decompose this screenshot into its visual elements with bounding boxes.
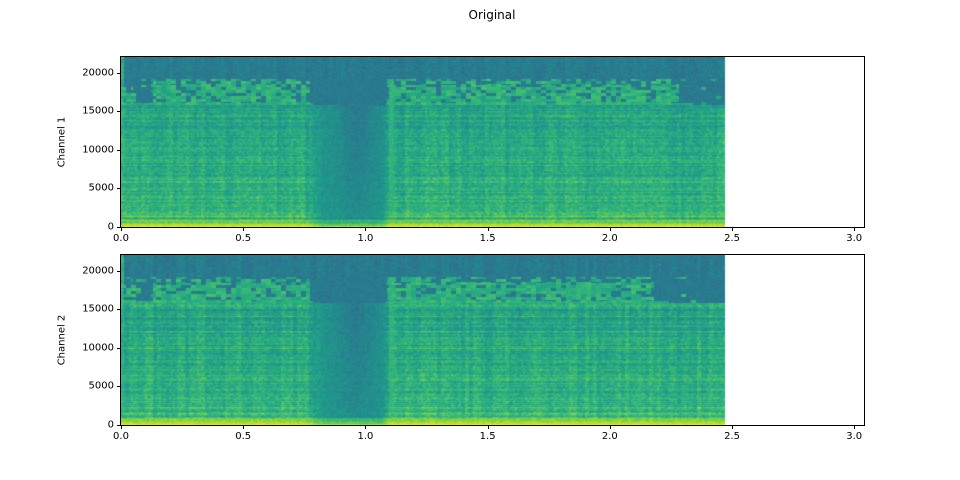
y-tick-label: 10000 <box>82 342 114 354</box>
y-axis-label-channel-2: Channel 2 <box>56 314 68 366</box>
x-tick-mark <box>365 227 367 231</box>
x-tick-label: 1.0 <box>357 233 374 244</box>
y-tick-mark <box>117 149 121 151</box>
subplot-channel-1: Channel 1 0.0 0.5 1.0 1.5 2.0 2.5 3.0 0 5000 1000… <box>57 56 865 244</box>
x-tick-mark <box>732 227 734 231</box>
y-tick-label: 20000 <box>82 67 114 79</box>
y-tick-mark <box>117 386 121 388</box>
x-tick-label: 3.0 <box>846 431 863 442</box>
y-tick-mark <box>117 188 121 190</box>
x-tick-mark <box>243 425 245 429</box>
subplot-channel-2: Channel 2 0.0 0.5 1.0 1.5 2.0 2.5 3.0 0 5000 1000… <box>57 254 865 442</box>
x-tick-mark <box>487 425 489 429</box>
x-tick-mark <box>609 227 611 231</box>
x-tick-label: 0.0 <box>113 233 129 244</box>
x-tick-mark <box>609 425 611 429</box>
y-tick-label: 5000 <box>88 182 114 194</box>
x-tick-mark <box>854 227 856 231</box>
x-tick-mark <box>243 227 245 231</box>
y-tick-mark <box>117 111 121 113</box>
y-tick-label: 0 <box>107 221 114 233</box>
y-tick-mark <box>117 309 121 311</box>
y-tick-mark <box>117 270 121 272</box>
x-tick-mark <box>854 425 856 429</box>
x-tick-mark <box>732 425 734 429</box>
y-tick-mark <box>117 72 121 74</box>
figure-title: Original <box>468 8 516 22</box>
y-tick-mark <box>117 227 121 228</box>
x-tick-label: 2.0 <box>601 431 618 442</box>
y-tick-label: 15000 <box>82 303 114 315</box>
y-tick-label: 20000 <box>82 265 114 277</box>
x-tick-label: 2.5 <box>724 431 740 442</box>
x-tick-label: 0.5 <box>235 233 252 244</box>
y-tick-label: 5000 <box>88 380 114 392</box>
x-tick-mark <box>121 227 122 231</box>
y-tick-label: 15000 <box>82 105 114 117</box>
spectrogram-canvas-channel-2 <box>121 255 864 425</box>
x-tick-label: 3.0 <box>846 233 863 244</box>
spectrogram-canvas-channel-1 <box>121 57 864 227</box>
x-tick-label: 1.5 <box>479 431 496 442</box>
x-tick-label: 1.0 <box>357 431 374 442</box>
x-tick-label: 2.5 <box>724 233 740 244</box>
x-tick-mark <box>487 227 489 231</box>
y-tick-label: 10000 <box>82 144 114 156</box>
x-tick-mark <box>121 425 122 429</box>
x-tick-label: 2.0 <box>601 233 618 244</box>
x-tick-mark <box>365 425 367 429</box>
y-tick-mark <box>117 425 121 426</box>
x-tick-label: 1.5 <box>479 233 496 244</box>
y-tick-mark <box>117 347 121 349</box>
y-tick-label: 0 <box>107 419 114 431</box>
y-axis-label-channel-1: Channel 1 <box>56 116 68 168</box>
x-tick-label: 0.0 <box>113 431 129 442</box>
x-tick-label: 0.5 <box>235 431 252 442</box>
